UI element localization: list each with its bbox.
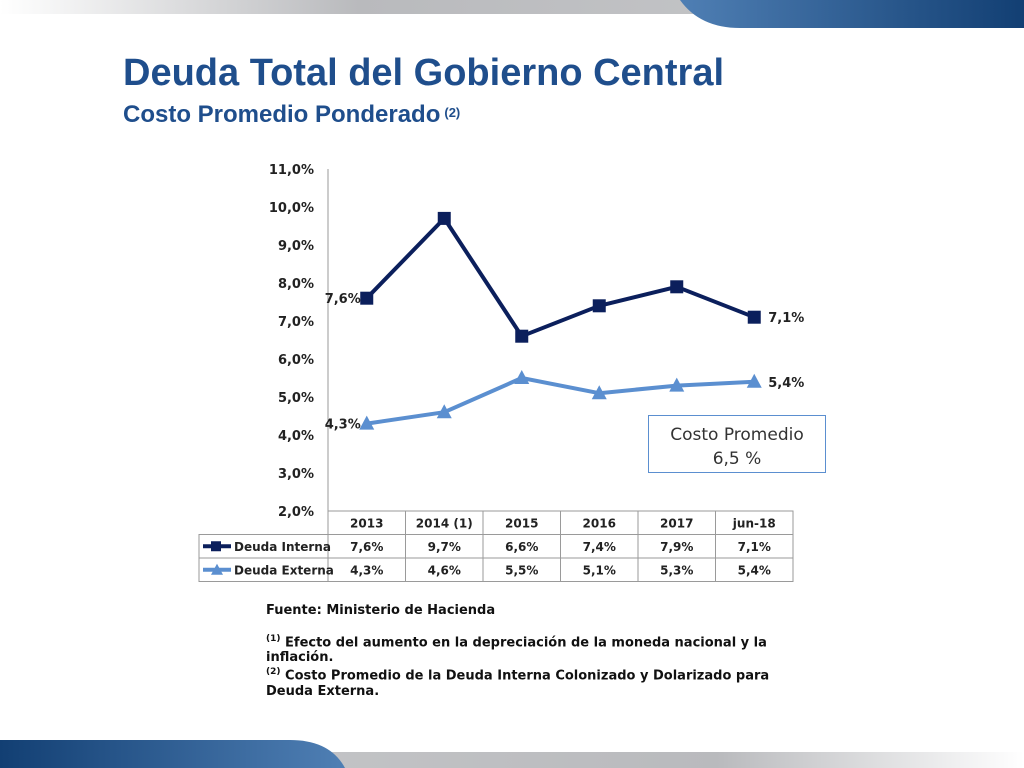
y-tick-label: 3,0% (278, 467, 314, 482)
data-label: 7,1% (768, 311, 804, 326)
footnotes: Fuente: Ministerio de Hacienda (1) Efect… (266, 603, 786, 699)
average-cost-box: Costo Promedio 6,5 % (648, 415, 826, 473)
table-value-cell: 7,9% (660, 540, 693, 554)
footnote-1-marker: (1) (266, 634, 281, 644)
average-cost-value: 6,5 % (712, 449, 762, 469)
data-point-externa (669, 377, 685, 392)
data-point-externa (746, 373, 762, 388)
data-label: 7,6% (325, 292, 361, 307)
table-value-cell: 5,1% (583, 563, 616, 577)
y-tick-label: 10,0% (269, 201, 314, 216)
table-value-cell: 7,6% (350, 540, 383, 554)
table-value-cell: 6,6% (505, 540, 538, 554)
footnote-1-text: Efecto del aumento en la depreciación de… (266, 635, 767, 666)
footer-blue-shape (0, 740, 345, 768)
table-value-cell: 7,1% (738, 540, 771, 554)
footnote-2-marker: (2) (266, 667, 281, 678)
y-tick-label: 6,0% (278, 353, 314, 368)
header-decoration (0, 0, 1024, 28)
data-point-interna (670, 280, 684, 294)
table-value-cell: 5,3% (660, 563, 693, 577)
data-point-interna (437, 211, 451, 225)
y-tick-label: 2,0% (278, 505, 314, 520)
x-category-label: 2016 (583, 516, 616, 530)
y-tick-label: 4,0% (278, 429, 314, 444)
subtitle-note-marker: (2) (444, 105, 461, 120)
table-value-cell: 7,4% (583, 540, 616, 554)
series-line-interna (365, 216, 755, 339)
footnote-2: (2) Costo Promedio de la Deuda Interna C… (266, 665, 786, 698)
x-category-label: jun-18 (732, 516, 776, 530)
x-category-label: 2017 (660, 516, 693, 530)
table-value-cell: 9,7% (428, 540, 461, 554)
source-note: Fuente: Ministerio de Hacienda (266, 603, 496, 618)
footnote-2-text: Costo Promedio de la Deuda Interna Colon… (266, 668, 770, 699)
y-tick-label: 11,0% (269, 163, 314, 178)
data-point-externa (514, 370, 530, 384)
table-value-cell: 5,5% (505, 563, 538, 577)
data-point-interna (592, 299, 606, 313)
x-category-label: 2015 (505, 516, 538, 530)
y-tick-label: 5,0% (278, 391, 314, 406)
data-label: 5,4% (768, 376, 804, 391)
line-chart: 2,0% 3,0% 4,0% 5,0% 6,0% 7,0% 8,0% 9,0% 10,0% 11,… (198, 163, 804, 582)
data-point-externa (359, 415, 375, 430)
footnote-1: (1) Efecto del aumento en la depreciació… (266, 632, 786, 665)
slide-title: Deuda Total del Gobierno Central (123, 52, 725, 94)
table-value-cell: 5,4% (738, 563, 771, 577)
series-line-externa (366, 376, 755, 426)
legend-key-marker (211, 541, 221, 552)
data-point-externa (591, 385, 607, 400)
table-value-cell: 4,3% (350, 563, 383, 577)
legend-key-marker (211, 563, 223, 575)
data-point-interna (360, 291, 374, 305)
y-tick-label: 9,0% (278, 239, 314, 254)
data-label: 4,3% (325, 418, 361, 433)
footer-decoration (0, 740, 1024, 768)
data-point-externa (436, 404, 452, 419)
y-tick-label: 8,0% (278, 277, 314, 292)
y-tick-label: 7,0% (278, 315, 314, 330)
x-category-label: 2014 (1) (416, 516, 473, 530)
data-point-interna (747, 310, 761, 324)
subtitle-text: Costo Promedio Ponderado (123, 101, 441, 128)
table-value-cell: 4,6% (428, 563, 461, 577)
header-blue-shape (680, 0, 1024, 28)
data-point-interna (515, 329, 529, 343)
x-category-label: 2013 (350, 516, 383, 530)
legend-series-name: Deuda Interna (234, 540, 331, 554)
slide-subtitle: Costo Promedio Ponderado (2) (123, 101, 460, 129)
average-cost-label: Costo Promedio (670, 425, 804, 445)
legend-series-name: Deuda Externa (234, 563, 334, 577)
